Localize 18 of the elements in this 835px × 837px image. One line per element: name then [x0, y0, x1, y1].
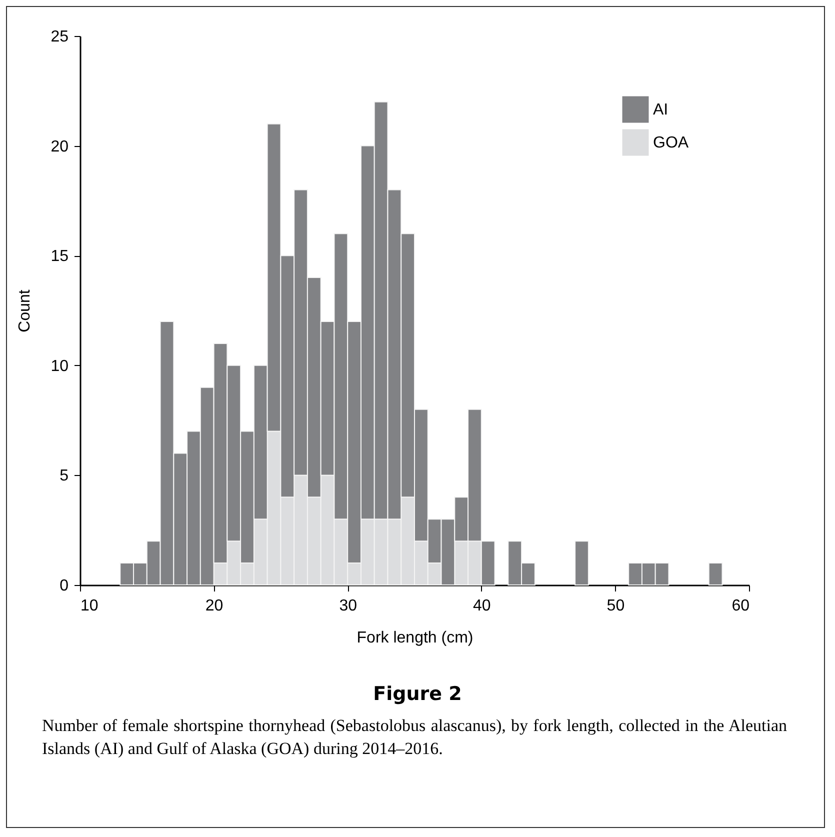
legend-label: AI [653, 102, 668, 118]
y-tick-label: 5 [60, 468, 69, 485]
y-tick-label: 20 [50, 138, 69, 156]
x-tick-label: 50 [606, 598, 625, 614]
x-tick-label: 30 [339, 598, 358, 614]
text: Figure 2 [372, 683, 463, 705]
y-tick-label: 10 [50, 358, 69, 375]
x-tick-label: 60 [732, 598, 750, 614]
y-tick-label: 0 [60, 578, 69, 594]
y-axis-title: Count [16, 289, 34, 332]
x-tick-label: 10 [80, 598, 98, 614]
text: Number of female shortspine thornyhead (Sebastolobus alascanus), by fork length, collected in the Aleutian Islands (AI) and Gulf of Alaska (GOA) during 2014–2016. [42, 715, 787, 760]
x-tick-label: 40 [473, 598, 491, 614]
legend-label: GOA [653, 134, 689, 152]
y-tick-label: 15 [50, 248, 69, 266]
y-tick-label: 25 [50, 28, 69, 46]
x-tick-label: 20 [205, 598, 224, 614]
x-axis-title: Fork length (cm) [356, 630, 474, 646]
